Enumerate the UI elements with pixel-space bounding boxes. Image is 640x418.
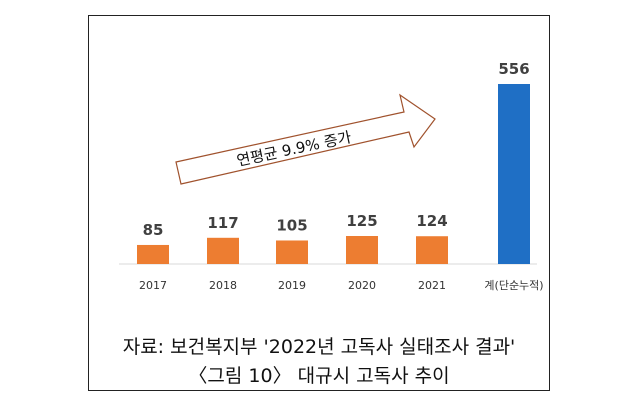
x-tick-label-4: 2021: [418, 279, 446, 292]
data-label-0: 85: [143, 221, 164, 239]
data-label-3: 125: [346, 212, 377, 230]
data-label-5: 556: [498, 60, 529, 78]
trend-arrow-shape: [175, 93, 436, 185]
source-caption: 자료: 보건복지부 '2022년 고독사 실태조사 결과': [122, 336, 516, 358]
x-tick-label-2: 2019: [278, 279, 306, 292]
figure-title: 〈그림 10〉 대규시 고독사 추이: [188, 365, 450, 387]
x-tick-label-1: 2018: [209, 279, 237, 292]
bars-group: 85 2017 117 2018 105 2019 125 2020 124 2021 556 계(단…: [137, 60, 544, 292]
bar-chart: 연평균 9.9% 증가 85 2017 117 2018 105 2019 125 2020 1…: [119, 60, 544, 292]
bar-2020: [346, 236, 378, 264]
bar-cumulative: [498, 84, 530, 264]
trend-arrow: 연평균 9.9% 증가: [175, 93, 436, 185]
bar-2021: [416, 236, 448, 264]
data-label-2: 105: [276, 216, 307, 234]
bar-2019: [276, 240, 308, 264]
bar-2018: [207, 237, 239, 264]
data-label-1: 117: [207, 214, 238, 232]
data-label-4: 124: [416, 212, 447, 230]
x-tick-label-0: 2017: [139, 279, 167, 292]
x-tick-label-5: 계(단순누적): [484, 279, 543, 292]
figure-frame: 연평균 9.9% 증가 85 2017 117 2018 105 2019 125 2020 1…: [88, 15, 550, 391]
trend-arrow-label: 연평균 9.9% 증가: [235, 128, 353, 170]
bar-2017: [137, 244, 169, 264]
x-tick-label-3: 2020: [348, 279, 376, 292]
